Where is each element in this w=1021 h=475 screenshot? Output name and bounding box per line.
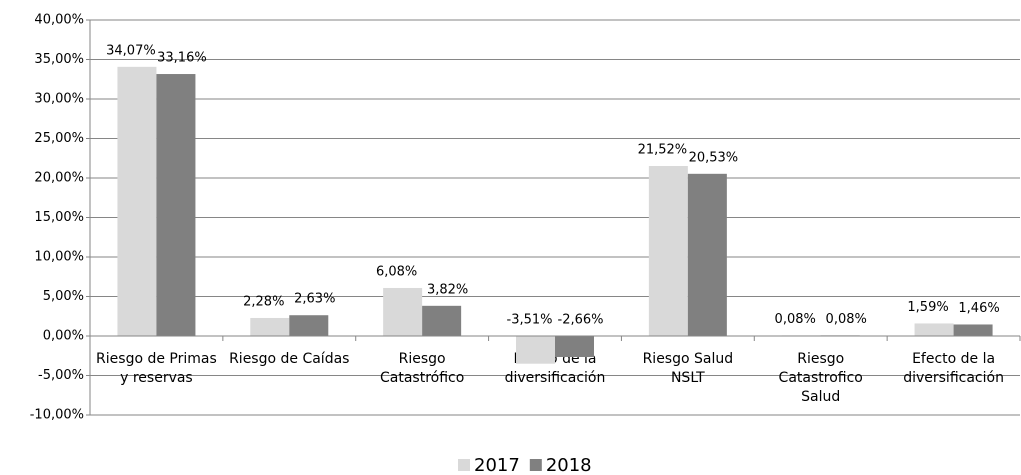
y-tick-label: 15,00% xyxy=(34,210,84,225)
bar xyxy=(422,305,462,336)
y-tick-label: 35,00% xyxy=(34,52,84,67)
data-label: 2,63% xyxy=(294,292,335,307)
x-tick-label: y reservas xyxy=(120,370,193,386)
data-label: 6,08% xyxy=(376,264,417,279)
data-label: 2,28% xyxy=(243,294,284,309)
bar xyxy=(953,324,993,336)
y-tick-label: 0,00% xyxy=(43,329,84,344)
x-tick-label: Riesgo Salud xyxy=(643,351,734,367)
legend-swatch xyxy=(529,459,542,471)
data-label: 0,08% xyxy=(826,312,867,327)
x-tick-label: Salud xyxy=(801,389,840,405)
y-tick-label: -10,00% xyxy=(30,408,84,423)
bar xyxy=(250,317,290,336)
bar xyxy=(289,315,329,336)
x-tick-label: Catastrofico xyxy=(779,370,863,386)
bar xyxy=(648,165,688,336)
y-tick-label: 10,00% xyxy=(34,250,84,265)
bar xyxy=(383,287,423,336)
x-tick-label: diversificación xyxy=(505,370,606,386)
x-tick-label: Riesgo xyxy=(399,351,446,367)
data-label: 1,46% xyxy=(958,301,999,316)
y-tick-label: -5,00% xyxy=(38,368,84,383)
bar xyxy=(555,336,594,358)
data-label: -3,51% xyxy=(507,313,553,328)
x-tick-label: Riesgo de Primas xyxy=(96,351,217,367)
bar xyxy=(516,336,555,364)
y-tick-label: 20,00% xyxy=(34,171,84,186)
data-label: 33,16% xyxy=(157,51,207,66)
data-label: 21,52% xyxy=(638,142,688,157)
y-tick-label: 30,00% xyxy=(34,92,84,107)
y-tick-label: 25,00% xyxy=(34,131,84,146)
data-label: 20,53% xyxy=(689,150,739,165)
x-tick-label: Riesgo xyxy=(797,351,844,367)
legend-label: 2018 xyxy=(546,455,592,475)
bar xyxy=(914,323,954,336)
legend-label: 2017 xyxy=(474,455,520,475)
data-label: 34,07% xyxy=(106,43,156,58)
data-label: 3,82% xyxy=(427,282,468,297)
bar xyxy=(156,74,196,336)
y-tick-label: 40,00% xyxy=(34,13,84,28)
data-label: 0,08% xyxy=(775,312,816,327)
legend-swatch xyxy=(458,459,470,471)
bar xyxy=(687,173,727,336)
x-tick-label: NSLT xyxy=(671,370,705,386)
x-tick-label: Efecto de la xyxy=(912,351,995,367)
y-tick-label: 5,00% xyxy=(43,289,84,304)
data-label: -2,66% xyxy=(558,313,604,328)
bar xyxy=(117,66,157,337)
x-tick-label: Riesgo de Caídas xyxy=(229,351,349,367)
x-tick-label: Catastrófico xyxy=(380,370,464,386)
x-tick-label: diversificación xyxy=(903,370,1004,386)
data-label: 1,59% xyxy=(907,300,948,315)
